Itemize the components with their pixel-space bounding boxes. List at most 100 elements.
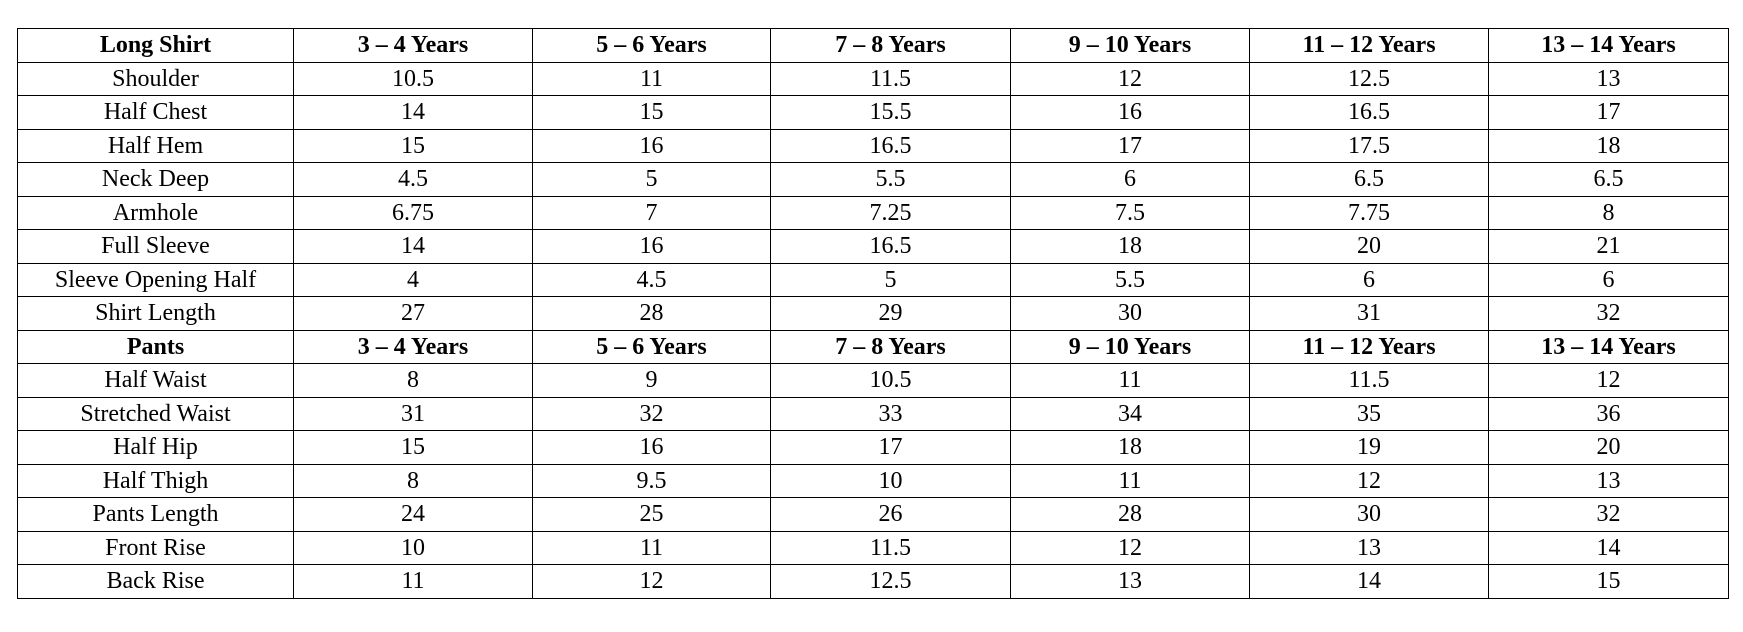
measurement: 30: [1249, 497, 1489, 532]
column-header: 7 – 8 Years: [770, 329, 1011, 364]
data-row: Sleeve Opening Half 4 4.5 5 5.5 6 6: [17, 262, 1729, 297]
measurement: 17: [1488, 95, 1729, 130]
row-label: Half Chest: [17, 95, 294, 130]
measurement: 11: [293, 564, 533, 599]
row-label: Armhole: [17, 195, 294, 230]
measurement: 32: [532, 396, 771, 431]
measurement: 25: [532, 497, 771, 532]
measurement: 16: [532, 229, 771, 264]
measurement: 19: [1249, 430, 1489, 465]
measurement: 6: [1010, 162, 1250, 197]
measurement: 8: [1488, 195, 1729, 230]
measurement: 12.5: [1249, 61, 1489, 96]
measurement: 10.5: [770, 363, 1011, 398]
measurement: 7.75: [1249, 195, 1489, 230]
measurement: 11.5: [770, 530, 1011, 565]
measurement: 12: [1010, 530, 1250, 565]
measurement: 28: [1010, 497, 1250, 532]
measurement: 12.5: [770, 564, 1011, 599]
row-label: Half Hip: [17, 430, 294, 465]
measurement: 4.5: [293, 162, 533, 197]
measurement: 12: [1249, 463, 1489, 498]
measurement: 14: [1488, 530, 1729, 565]
measurement: 15: [293, 128, 533, 163]
measurement: 6.75: [293, 195, 533, 230]
measurement: 35: [1249, 396, 1489, 431]
measurement: 13: [1488, 61, 1729, 96]
header-row: Long Shirt 3 – 4 Years 5 – 6 Years 7 – 8 Ye…: [17, 28, 1729, 63]
measurement: 6.5: [1488, 162, 1729, 197]
measurement: 32: [1488, 497, 1729, 532]
measurement: 13: [1010, 564, 1250, 599]
measurement: 18: [1010, 229, 1250, 264]
measurement: 7: [532, 195, 771, 230]
measurement: 16: [1010, 95, 1250, 130]
data-row: Back Rise 11 12 12.5 13 14 15: [17, 564, 1729, 599]
measurement: 9.5: [532, 463, 771, 498]
size-table: Long Shirt 3 – 4 Years 5 – 6 Years 7 – 8 Ye…: [17, 28, 1729, 599]
measurement: 7.25: [770, 195, 1011, 230]
column-header: 9 – 10 Years: [1010, 329, 1250, 364]
measurement: 36: [1488, 396, 1729, 431]
column-header: 11 – 12 Years: [1249, 28, 1489, 63]
measurement: 5: [770, 262, 1011, 297]
column-header: 11 – 12 Years: [1249, 329, 1489, 364]
measurement: 14: [293, 95, 533, 130]
measurement: 11: [1010, 363, 1250, 398]
row-label: Sleeve Opening Half: [17, 262, 294, 297]
data-row: Full Sleeve 14 16 16.5 18 20 21: [17, 229, 1729, 264]
measurement: 6: [1249, 262, 1489, 297]
row-label: Half Hem: [17, 128, 294, 163]
measurement: 21: [1488, 229, 1729, 264]
measurement: 17: [1010, 128, 1250, 163]
row-label: Half Waist: [17, 363, 294, 398]
row-label: Front Rise: [17, 530, 294, 565]
measurement: 17: [770, 430, 1011, 465]
measurement: 11: [532, 530, 771, 565]
measurement: 6: [1488, 262, 1729, 297]
measurement: 15: [1488, 564, 1729, 599]
column-header: 5 – 6 Years: [532, 28, 771, 63]
measurement: 33: [770, 396, 1011, 431]
measurement: 11: [532, 61, 771, 96]
measurement: 27: [293, 296, 533, 331]
data-row: Pants Length 24 25 26 28 30 32: [17, 497, 1729, 532]
row-label: Shirt Length: [17, 296, 294, 331]
measurement: 31: [1249, 296, 1489, 331]
measurement: 24: [293, 497, 533, 532]
column-header: 3 – 4 Years: [293, 329, 533, 364]
measurement: 10.5: [293, 61, 533, 96]
row-label: Full Sleeve: [17, 229, 294, 264]
measurement: 12: [1488, 363, 1729, 398]
measurement: 28: [532, 296, 771, 331]
measurement: 7.5: [1010, 195, 1250, 230]
column-header: 3 – 4 Years: [293, 28, 533, 63]
data-row: Armhole 6.75 7 7.25 7.5 7.75 8: [17, 195, 1729, 230]
measurement: 11.5: [770, 61, 1011, 96]
measurement: 5.5: [770, 162, 1011, 197]
row-label: Back Rise: [17, 564, 294, 599]
measurement: 31: [293, 396, 533, 431]
measurement: 16.5: [770, 229, 1011, 264]
header-row: Pants 3 – 4 Years 5 – 6 Years 7 – 8 Years 9 …: [17, 329, 1729, 364]
measurement: 11.5: [1249, 363, 1489, 398]
row-label: Neck Deep: [17, 162, 294, 197]
measurement: 5.5: [1010, 262, 1250, 297]
measurement: 15.5: [770, 95, 1011, 130]
row-label: Pants Length: [17, 497, 294, 532]
measurement: 4.5: [532, 262, 771, 297]
data-row: Half Hem 15 16 16.5 17 17.5 18: [17, 128, 1729, 163]
measurement: 20: [1249, 229, 1489, 264]
data-row: Shoulder 10.5 11 11.5 12 12.5 13: [17, 61, 1729, 96]
measurement: 16.5: [770, 128, 1011, 163]
column-header: 7 – 8 Years: [770, 28, 1011, 63]
measurement: 20: [1488, 430, 1729, 465]
data-row: Stretched Waist 31 32 33 34 35 36: [17, 396, 1729, 431]
measurement: 12: [532, 564, 771, 599]
column-header: 13 – 14 Years: [1488, 28, 1729, 63]
measurement: 29: [770, 296, 1011, 331]
row-label: Shoulder: [17, 61, 294, 96]
data-row: Half Waist 8 9 10.5 11 11.5 12: [17, 363, 1729, 398]
measurement: 18: [1010, 430, 1250, 465]
